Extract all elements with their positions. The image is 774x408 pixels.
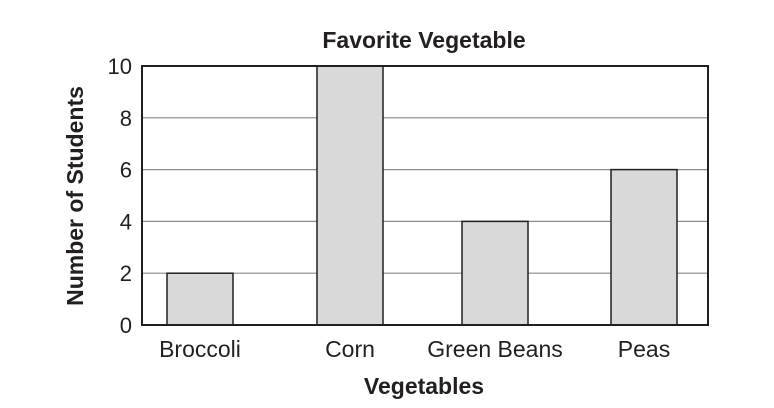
x-category-label: Green Beans (427, 336, 563, 362)
y-tick-label: 0 (120, 313, 132, 338)
x-category-label: Corn (325, 336, 375, 362)
y-tick-label: 2 (120, 261, 132, 286)
y-tick-label: 4 (120, 209, 132, 234)
y-axis-ticks: 0 2 4 6 8 10 (108, 54, 132, 338)
chart-title: Favorite Vegetable (322, 27, 525, 53)
x-category-label: Peas (618, 336, 670, 362)
y-tick-label: 6 (120, 158, 132, 183)
x-category-label: Broccoli (159, 336, 241, 362)
bar-peas (610, 168, 678, 326)
y-axis-label: Number of Students (62, 86, 88, 306)
bar-green-beans (461, 220, 529, 326)
bar-broccoli (166, 272, 234, 326)
y-tick-label: 10 (108, 54, 132, 79)
bar-corn (316, 65, 384, 326)
x-axis-label: Vegetables (364, 373, 484, 399)
plot-frame (141, 65, 709, 326)
x-axis-categories: Broccoli Corn Green Beans Peas (159, 336, 670, 362)
y-tick-label: 8 (120, 106, 132, 131)
bars (166, 65, 678, 326)
